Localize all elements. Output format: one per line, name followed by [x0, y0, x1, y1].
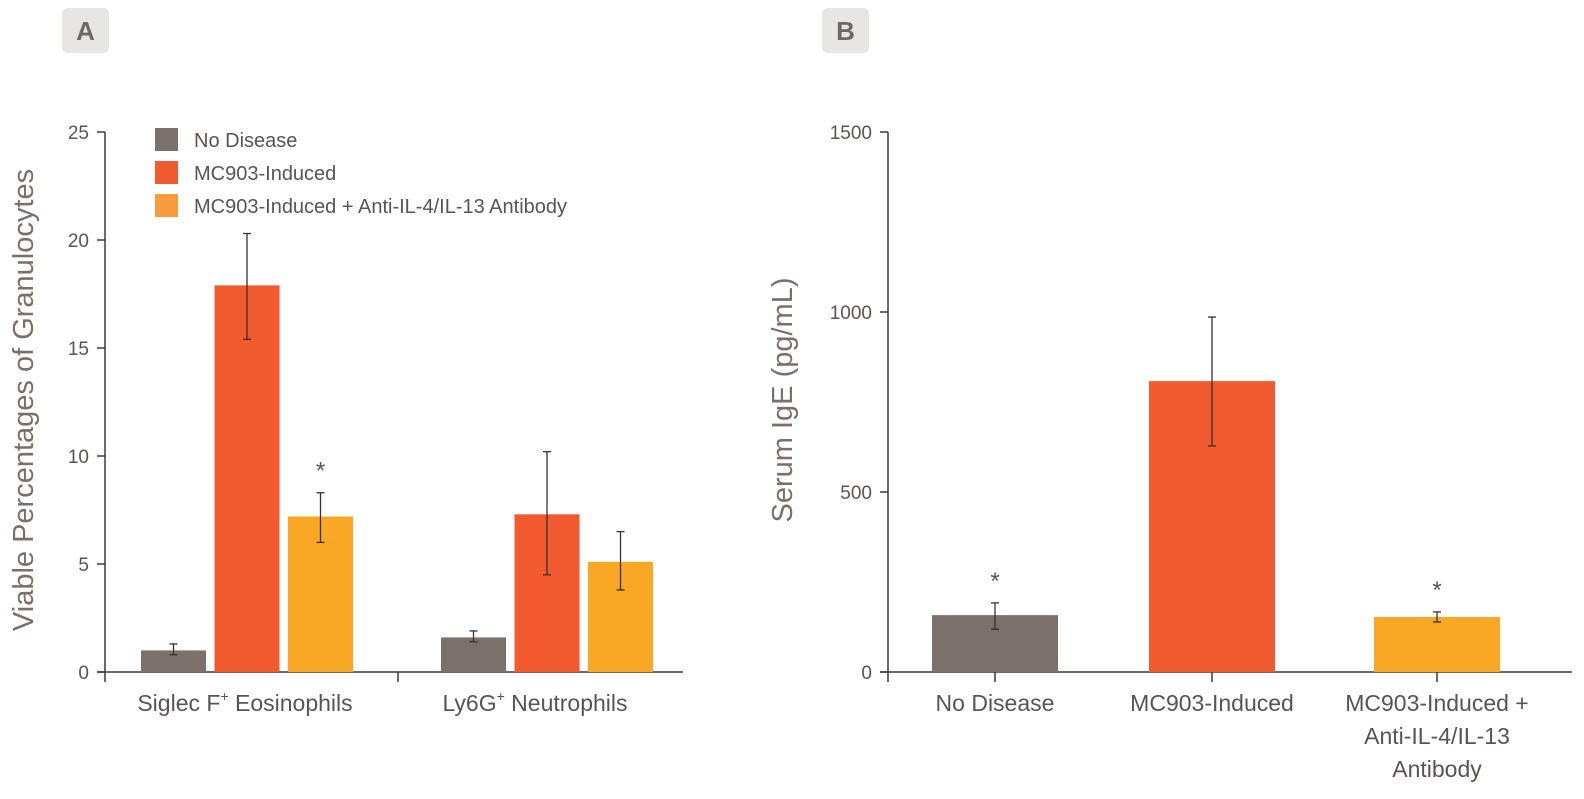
- svg-text:A: A: [76, 16, 95, 46]
- legend-label: MC903-Induced: [194, 163, 336, 185]
- x-category-label: MC903-Induced: [1130, 690, 1294, 716]
- y-tick-label-a: 20: [68, 231, 89, 252]
- x-category-label: MC903-Induced +: [1345, 690, 1528, 716]
- y-tick-label-a: 10: [68, 447, 89, 468]
- x-category-label: Antibody: [1392, 756, 1482, 782]
- y-tick-label-a: 25: [68, 123, 89, 144]
- y-tick-label-a: 0: [78, 663, 89, 684]
- y-tick-label-b: 500: [840, 483, 872, 504]
- bar-mc903: [214, 285, 280, 672]
- panel-label-a: A: [62, 8, 109, 53]
- significance-marker: *: [316, 458, 325, 485]
- legend-label: No Disease: [194, 130, 297, 152]
- x-category-label: Ly6G+ Neutrophils: [442, 688, 627, 716]
- bar-antibody: [1374, 616, 1500, 672]
- x-category-label: Siglec F+ Eosinophils: [137, 688, 352, 716]
- y-tick-label-b: 0: [861, 663, 872, 684]
- y-tick-label-a: 15: [68, 339, 89, 360]
- legend-swatch: [155, 128, 178, 151]
- x-category-label: No Disease: [936, 690, 1055, 716]
- legend-swatch: [155, 161, 178, 184]
- significance-marker: *: [1432, 577, 1441, 604]
- bar-no-disease: [141, 650, 206, 672]
- bar-no-disease: [441, 637, 506, 672]
- y-tick-label-a: 5: [78, 555, 89, 576]
- significance-marker: *: [990, 568, 999, 595]
- y-tick-label-b: 1500: [830, 123, 872, 144]
- panel-label-b: B: [822, 8, 869, 53]
- x-category-label: Anti-IL-4/IL-13: [1364, 723, 1510, 749]
- legend-label: MC903-Induced + Anti-IL-4/IL-13 Antibody: [194, 196, 567, 218]
- svg-text:B: B: [836, 16, 855, 46]
- y-axis-label-b: Serum IgE (pg/mL): [767, 278, 799, 523]
- y-axis-label-a: Viable Percentages of Granulocytes: [8, 169, 40, 631]
- y-tick-label-b: 1000: [830, 303, 872, 324]
- legend-swatch: [155, 194, 178, 217]
